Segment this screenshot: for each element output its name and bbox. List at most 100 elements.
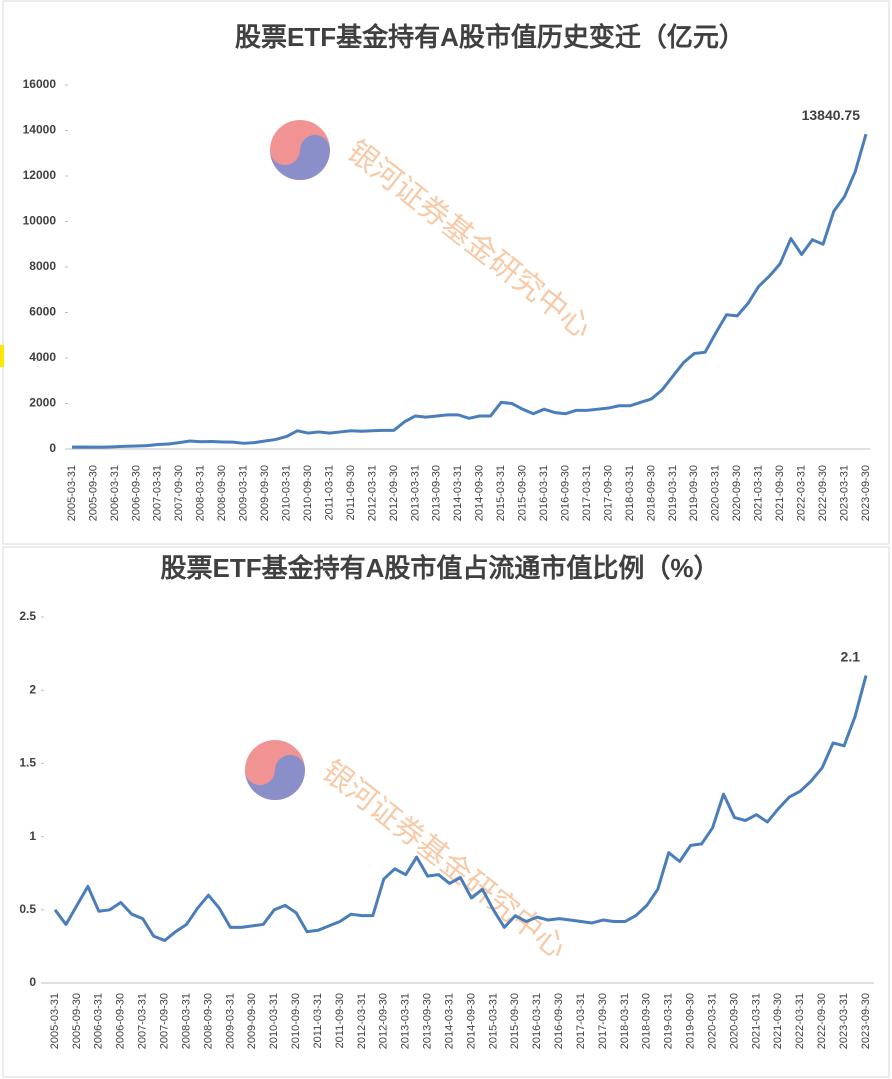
- x-tick-label: 2016-09-30: [553, 993, 565, 1049]
- x-tick-label: 2021-09-30: [774, 465, 786, 521]
- logo: [245, 755, 305, 800]
- x-tick-label: 2013-03-31: [409, 465, 421, 521]
- x-tick-label: 2018-03-31: [619, 993, 631, 1049]
- y-tick-label: 0: [29, 975, 36, 989]
- x-tick-label: 2006-03-31: [109, 465, 121, 521]
- y-tick-label: 2000: [29, 396, 56, 410]
- x-tick-label: 2012-03-31: [356, 993, 368, 1049]
- x-tick-label: 2023-09-30: [860, 993, 872, 1049]
- x-tick-label: 2020-03-31: [710, 465, 722, 521]
- x-tick-label: 2011-03-31: [312, 993, 324, 1048]
- x-tick-label: 2015-09-30: [509, 993, 521, 1049]
- y-tick-label: 1: [29, 829, 36, 843]
- x-tick-label: 2016-09-30: [559, 465, 571, 521]
- x-tick-label: 2010-09-30: [290, 993, 302, 1049]
- x-tick-label: 2009-03-31: [224, 993, 236, 1049]
- y-tick-label: 12000: [23, 168, 57, 182]
- x-tick-label: 2022-03-31: [796, 465, 808, 521]
- x-tick-label: 2017-03-31: [575, 993, 587, 1049]
- x-tick-label: 2023-03-31: [838, 465, 850, 521]
- x-tick-label: 2015-09-30: [517, 465, 529, 521]
- x-tick-label: 2010-09-30: [302, 465, 314, 521]
- x-tick-label: 2010-03-31: [268, 993, 280, 1049]
- x-tick-label: 2009-03-31: [238, 465, 250, 521]
- x-tick-label: 2010-03-31: [281, 465, 293, 521]
- y-tick-label: 2: [29, 682, 36, 696]
- x-tick-label: 2006-09-30: [115, 993, 127, 1049]
- x-tick-label: 2021-03-31: [750, 993, 762, 1049]
- x-tick-label: 2014-03-31: [443, 993, 455, 1049]
- x-tick-label: 2020-09-30: [731, 465, 743, 521]
- x-tick-label: 2017-09-30: [602, 465, 614, 521]
- x-tick-label: 2012-03-31: [366, 465, 378, 521]
- x-tick-label: 2005-09-30: [87, 465, 99, 521]
- x-tick-label: 2015-03-31: [487, 993, 499, 1049]
- y-tick-label: 4000: [29, 350, 56, 364]
- x-tick-label: 2015-03-31: [495, 465, 507, 521]
- line: [53, 675, 868, 943]
- x-tick-label: 2017-09-30: [597, 993, 609, 1049]
- x-tick-label: 2019-03-31: [663, 993, 675, 1049]
- x-tick-label: 2014-03-31: [452, 465, 464, 521]
- x-tick-label: 2005-09-30: [71, 993, 83, 1049]
- x-tick-label: 2023-09-30: [860, 465, 872, 521]
- x-tick-label: 2008-03-31: [180, 993, 192, 1049]
- line: [71, 133, 868, 449]
- data-label: 2.1: [841, 649, 861, 665]
- x-tick-label: 2019-09-30: [688, 465, 700, 521]
- x-tick-label: 2014-09-30: [465, 993, 477, 1049]
- x-tick-label: 2020-09-30: [728, 993, 740, 1049]
- x-tick-label: 2021-03-31: [753, 465, 765, 521]
- x-tick-label: 2007-09-30: [159, 993, 171, 1049]
- x-tick-label: 2018-09-30: [645, 465, 657, 521]
- y-tick-label: 8000: [29, 259, 56, 273]
- x-tick-label: 2022-09-30: [816, 993, 828, 1049]
- x-tick-label: 2013-09-30: [422, 993, 434, 1049]
- y-tick-label: 0: [49, 441, 56, 455]
- chart-title: 股票ETF基金持有A股市值历史变迁（亿元）: [235, 22, 745, 52]
- x-tick-label: 2020-03-31: [706, 993, 718, 1049]
- logo: [270, 135, 330, 180]
- x-tick-label: 2021-09-30: [772, 993, 784, 1049]
- y-tick-label: 14000: [23, 123, 57, 137]
- x-tick-label: 2011-09-30: [334, 993, 346, 1048]
- x-tick-label: 2008-09-30: [216, 465, 228, 521]
- x-tick-label: 2005-03-31: [49, 993, 61, 1049]
- x-tick-label: 2008-09-30: [202, 993, 214, 1049]
- y-tick-label: 16000: [23, 77, 57, 91]
- x-tick-label: 2012-09-30: [378, 993, 390, 1049]
- x-tick-label: 2022-09-30: [817, 465, 829, 521]
- y-tick-label: 6000: [29, 305, 56, 319]
- x-tick-label: 2013-03-31: [400, 993, 412, 1049]
- panel: [2, 546, 890, 1078]
- y-tick-label: 10000: [23, 214, 57, 228]
- x-tick-label: 2005-03-31: [66, 465, 78, 521]
- x-tick-label: 2012-09-30: [388, 465, 400, 521]
- x-tick-label: 2011-09-30: [345, 465, 357, 520]
- marker: [0, 345, 4, 367]
- panel: [2, 0, 890, 545]
- x-tick-label: 2023-03-31: [838, 993, 850, 1049]
- x-tick-label: 2019-03-31: [667, 465, 679, 521]
- y-tick-label: 0.5: [19, 902, 36, 916]
- x-tick-label: 2013-09-30: [431, 465, 443, 521]
- x-tick-label: 2009-09-30: [259, 465, 271, 521]
- x-tick-label: 2018-03-31: [624, 465, 636, 521]
- chart-title: 股票ETF基金持有A股市值占流通市值比例（%）: [160, 553, 719, 583]
- x-tick-label: 2007-03-31: [152, 465, 164, 521]
- x-tick-label: 2014-09-30: [474, 465, 486, 521]
- x-tick-label: 2006-09-30: [130, 465, 142, 521]
- y-tick-label: 2.5: [19, 609, 36, 623]
- x-tick-label: 2007-03-31: [137, 993, 149, 1049]
- x-tick-label: 2016-03-31: [538, 465, 550, 521]
- x-tick-label: 2008-03-31: [195, 465, 207, 521]
- x-tick-label: 2006-03-31: [93, 993, 105, 1049]
- x-tick-label: 2011-03-31: [323, 465, 335, 520]
- data-label: 13840.75: [802, 107, 861, 123]
- x-tick-label: 2019-09-30: [685, 993, 697, 1049]
- x-tick-label: 2018-09-30: [641, 993, 653, 1049]
- x-tick-label: 2017-03-31: [581, 465, 593, 521]
- y-tick-label: 1.5: [19, 756, 36, 770]
